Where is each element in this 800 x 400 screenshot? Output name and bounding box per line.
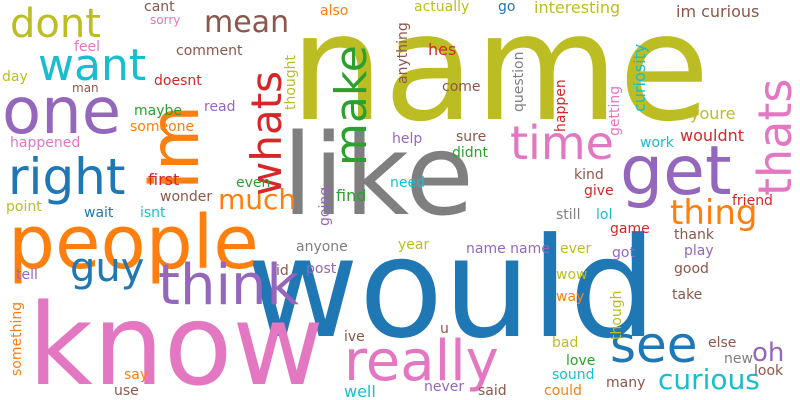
word-sorry: sorry [150, 13, 181, 27]
word-kind: kind [574, 167, 604, 183]
word-maybe: maybe [134, 103, 183, 119]
word-give: give [584, 183, 614, 199]
word-love: love [566, 353, 596, 369]
word-good: good [674, 261, 709, 277]
word-take: take [672, 287, 703, 303]
word-lol: lol [596, 207, 613, 223]
word-comment: comment [176, 43, 243, 59]
word-ive: ive [344, 329, 365, 345]
word-mean: mean [204, 5, 290, 40]
word-know: know [28, 281, 324, 400]
word-anyone: anyone [296, 239, 348, 255]
word-wonder: wonder [160, 189, 213, 205]
word-look: look [754, 363, 784, 379]
word-cant: cant [144, 0, 175, 15]
word-going: going [317, 186, 333, 226]
word-game: game [610, 221, 650, 237]
word-use: use [114, 383, 139, 399]
word-guy: guy [70, 245, 145, 291]
word-doesnt: doesnt [154, 73, 202, 89]
word-read: read [204, 99, 236, 115]
word-said: said [478, 383, 507, 399]
word-getting: getting [607, 85, 623, 136]
word-hes: hes [428, 40, 457, 59]
word-thank: thank [674, 227, 714, 243]
word-like: like [282, 111, 475, 241]
word-id: id [276, 263, 289, 279]
word-feel: feel [74, 39, 101, 55]
word-isnt: isnt [140, 205, 166, 221]
word-could: could [544, 383, 582, 399]
word-find: find [336, 186, 367, 205]
word-first: first [148, 170, 180, 189]
word-name: name [290, 0, 710, 154]
word-even: even [236, 175, 271, 191]
word-play: play [684, 243, 714, 259]
word-many: many [606, 375, 646, 391]
word-wouldnt: wouldnt [680, 126, 745, 145]
word-think: think [158, 253, 299, 318]
word-dont: dont [10, 1, 101, 47]
word-one: one [2, 75, 122, 149]
word-make: make [326, 45, 377, 166]
word-ever: ever [560, 241, 592, 257]
word-still: still [556, 207, 581, 223]
word-help: help [392, 131, 423, 147]
word-need: need [390, 175, 425, 191]
word-much: much [218, 183, 297, 216]
word-curiosity: curiosity [630, 43, 649, 112]
word-man: man [72, 81, 99, 95]
word-day: day [2, 69, 28, 85]
word-post: post [306, 261, 337, 277]
word-sound: sound [552, 367, 595, 383]
word-curious: curious [658, 363, 760, 396]
word-tell: tell [16, 267, 38, 283]
word-didnt: didnt [452, 145, 489, 161]
word-thing: thing [670, 193, 758, 233]
word-though: though [609, 290, 625, 340]
word-else: else [708, 335, 737, 351]
word-happen: happen [553, 79, 569, 132]
word-get: get [620, 132, 732, 211]
word-wait: wait [84, 205, 114, 221]
word-anything: anything [395, 22, 411, 84]
word-way: way [556, 289, 585, 305]
word-actually: actually [414, 0, 470, 15]
word-never: never [424, 379, 465, 395]
word-see: see [610, 316, 698, 374]
word-work: work [640, 135, 674, 151]
word-got: got [612, 245, 635, 261]
word-something: something [9, 301, 25, 376]
word-bad: bad [552, 335, 579, 351]
word-thats: thats [748, 78, 800, 196]
word-well: well [344, 382, 376, 400]
word-say: say [124, 367, 149, 383]
word-question: question [511, 51, 527, 112]
word-youre: youre [690, 104, 736, 123]
word-also: also [320, 3, 349, 19]
word-really: really [344, 329, 499, 394]
word-interesting: interesting [534, 0, 621, 17]
word-would: would [246, 208, 657, 369]
word-people: people [8, 200, 259, 286]
word-oh: oh [752, 338, 785, 368]
word-go: go [498, 0, 516, 15]
word-new: new [724, 351, 753, 367]
word-wow: wow [556, 267, 588, 283]
word-right: right [8, 148, 126, 206]
word-u: u [440, 321, 449, 337]
word-name-name: name name [466, 241, 550, 257]
word-thought: thought [283, 54, 299, 110]
word-someone: someone [130, 119, 195, 135]
word-happened: happened [10, 135, 81, 151]
word-year: year [398, 237, 430, 253]
word-sure: sure [456, 129, 487, 145]
word-im-curious: im curious [676, 2, 760, 21]
word-come: come [442, 79, 481, 95]
word-time: time [510, 116, 614, 170]
word-want: want [38, 40, 147, 91]
word-friend: friend [732, 193, 773, 209]
word-point: point [6, 199, 42, 215]
